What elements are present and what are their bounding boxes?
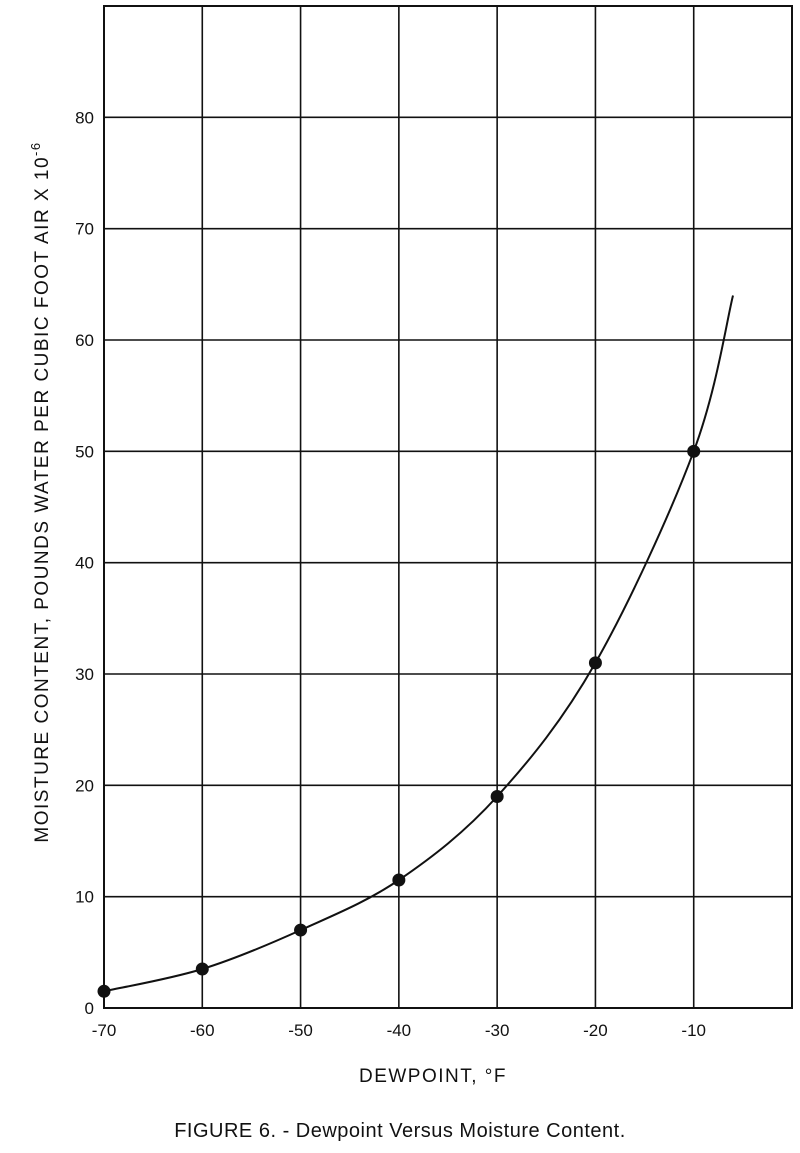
x-tick-label: -10 (681, 1021, 706, 1040)
y-tick-label: 80 (75, 108, 94, 127)
x-tick-label: -50 (288, 1021, 313, 1040)
x-tick-labels: -70 -60 -50 -40 -30 -20 -10 (92, 1021, 706, 1040)
y-tick-labels: 0 10 20 30 40 50 60 70 80 (75, 108, 94, 1018)
x-axis-label: DEWPOINT, °F (359, 1066, 507, 1087)
data-point (490, 789, 504, 803)
y-axis-label: MOISTURE CONTENT, POUNDS WATER PER CUBIC… (28, 141, 53, 842)
y-tick-label: 60 (75, 331, 94, 350)
x-tick-label: -30 (485, 1021, 510, 1040)
grid (103, 5, 793, 1009)
data-point (97, 984, 111, 998)
data-points (97, 444, 701, 998)
x-tick-label: -40 (387, 1021, 412, 1040)
data-point (392, 873, 406, 887)
x-tick-label: -60 (190, 1021, 215, 1040)
y-tick-label: 0 (85, 999, 94, 1018)
plot-frame (103, 5, 793, 1009)
x-tick-label: -70 (92, 1021, 117, 1040)
y-tick-label: 70 (75, 220, 94, 239)
curve-layer (103, 295, 734, 993)
series-line (103, 295, 734, 993)
y-axis-label-text: MOISTURE CONTENT, POUNDS WATER PER CUBIC… (32, 156, 53, 843)
x-tick-label: -20 (583, 1021, 608, 1040)
y-tick-label: 30 (75, 665, 94, 684)
data-point (294, 923, 308, 937)
y-tick-label: 10 (75, 888, 94, 907)
y-tick-label: 40 (75, 554, 94, 573)
data-point (687, 444, 701, 458)
y-axis-label-exponent: -6 (28, 141, 43, 156)
y-tick-label: 50 (75, 442, 94, 461)
data-point (588, 656, 602, 670)
figure-caption: FIGURE 6. - Dewpoint Versus Moisture Con… (174, 1120, 626, 1142)
data-point (195, 962, 209, 976)
y-tick-label: 20 (75, 776, 94, 795)
